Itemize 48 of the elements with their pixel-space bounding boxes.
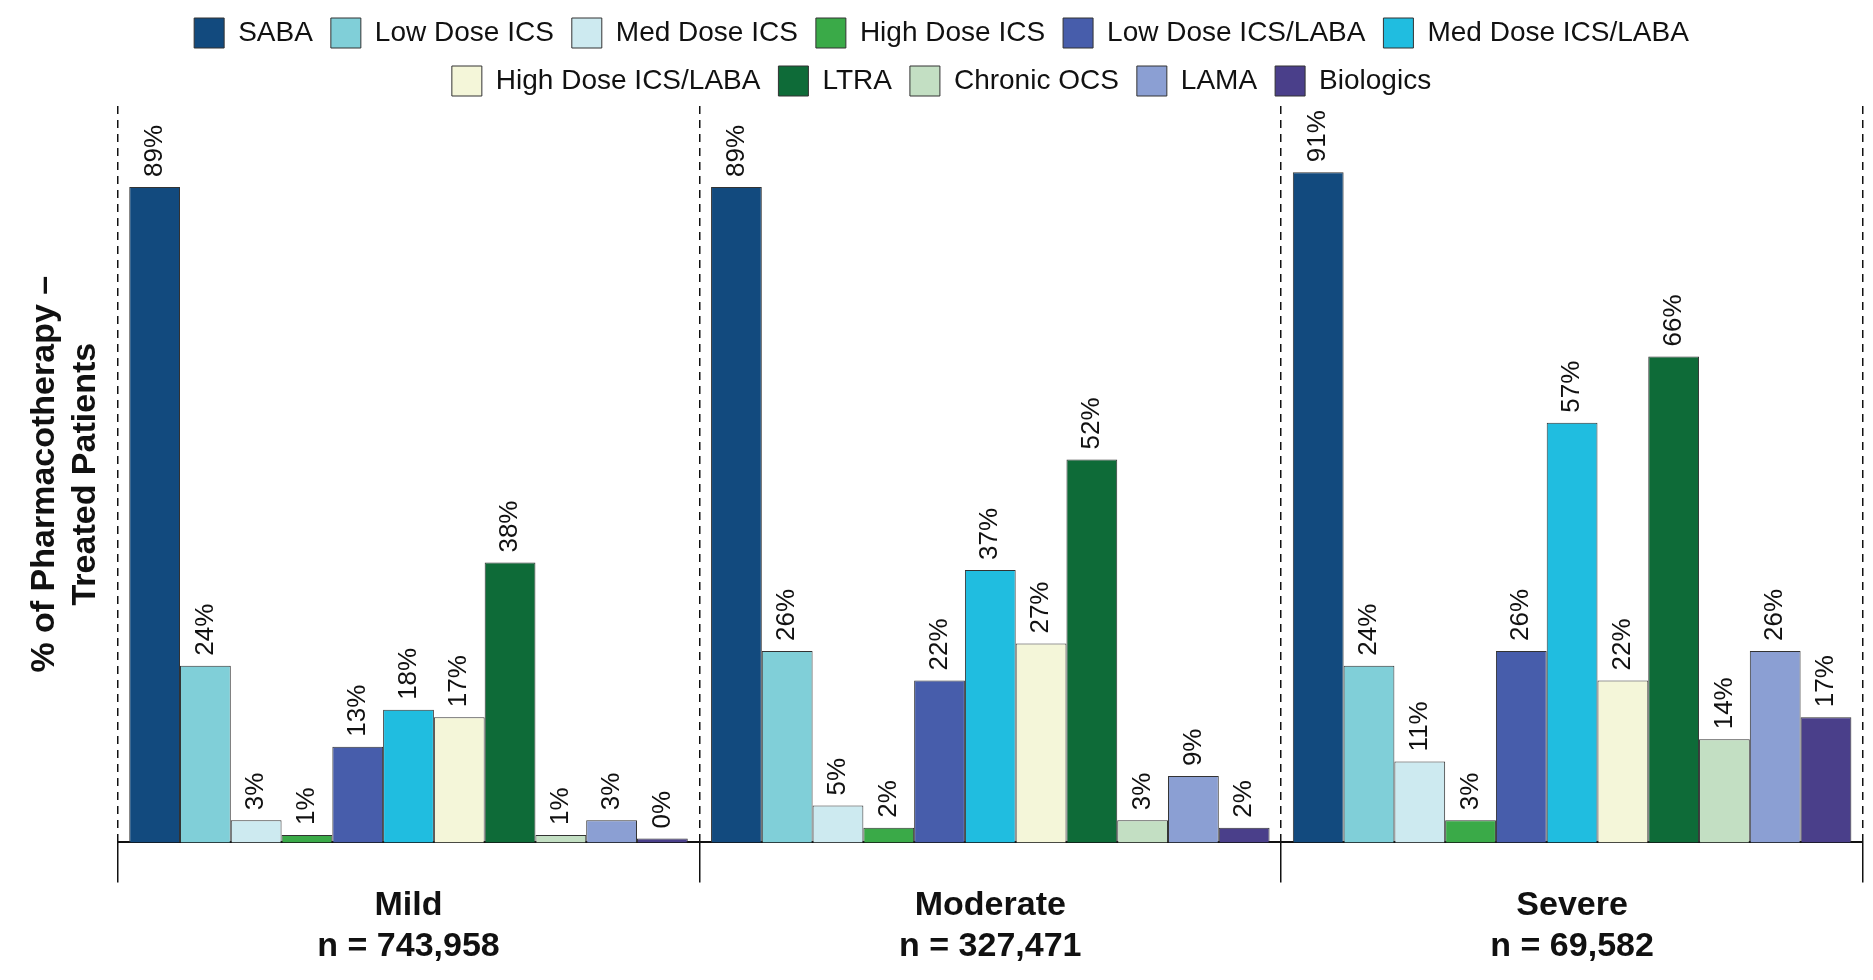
data-label: 89% <box>719 124 750 177</box>
data-label: 1% <box>290 787 321 826</box>
legend-label: LAMA <box>1180 63 1258 95</box>
legend-label: Chronic OCS <box>953 63 1119 95</box>
data-label: 89% <box>137 124 168 177</box>
data-label: 38% <box>493 500 524 553</box>
data-label: 26% <box>1758 588 1789 641</box>
legend-label: Med Dose ICS <box>615 15 798 47</box>
legend-label: LTRA <box>822 63 893 95</box>
data-label: 24% <box>188 603 219 656</box>
data-label: 37% <box>973 507 1004 560</box>
data-label: 18% <box>391 647 422 700</box>
data-label: 26% <box>770 588 801 641</box>
data-label: 11% <box>1402 701 1433 752</box>
data-label: 27% <box>1024 581 1055 634</box>
data-label: 24% <box>1352 603 1383 656</box>
legend-label: High Dose ICS/LABA <box>495 63 761 95</box>
data-label: 22% <box>1606 618 1637 671</box>
legend-label: Low Dose ICS <box>374 15 554 47</box>
data-label: 1% <box>544 787 574 826</box>
data-label: 66% <box>1656 294 1687 347</box>
data-label: 17% <box>442 655 473 708</box>
data-label: 91% <box>1301 110 1332 163</box>
x-tick-label: Moderate n = 327,471 <box>899 884 1082 963</box>
data-label: 3% <box>239 772 270 811</box>
legend-label: Med Dose ICS/LABA <box>1427 15 1690 47</box>
data-label: 2% <box>1227 780 1258 818</box>
y-axis-title: % of Pharmacotherapy – Treated Patients <box>22 275 102 673</box>
data-label: 22% <box>922 618 953 671</box>
data-label: 14% <box>1707 677 1738 730</box>
data-label: 5% <box>821 758 852 796</box>
data-label: 2% <box>871 780 902 818</box>
data-label: 9% <box>1176 728 1207 767</box>
data-label: 17% <box>1809 655 1840 708</box>
data-label: 13% <box>340 684 371 737</box>
legend-label: Biologics <box>1319 63 1432 95</box>
data-label: 0% <box>645 790 676 829</box>
x-tick-label: Mild n = 743,958 <box>317 884 500 963</box>
data-label: 3% <box>1453 772 1484 811</box>
data-label: 26% <box>1504 588 1535 641</box>
data-label: 3% <box>594 772 625 811</box>
legend-label: SABA <box>238 15 314 47</box>
data-label: 3% <box>1125 772 1156 811</box>
legend-label: High Dose ICS <box>859 15 1046 47</box>
data-label: 52% <box>1075 397 1106 450</box>
legend-label: Low Dose ICS/LABA <box>1107 15 1366 47</box>
x-tick-label: Severe n = 69,582 <box>1490 884 1654 963</box>
data-label: 57% <box>1555 360 1586 413</box>
